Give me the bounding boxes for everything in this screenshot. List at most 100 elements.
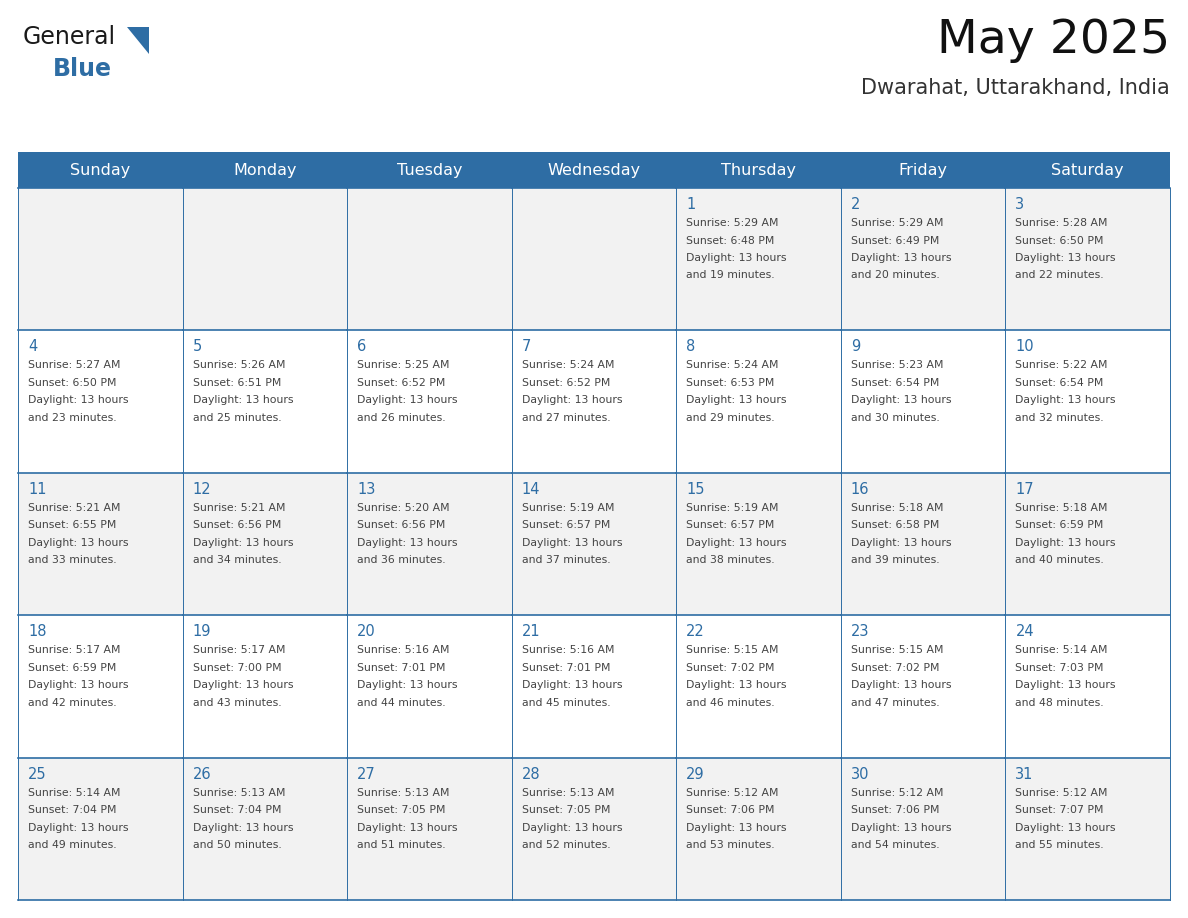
Text: and 27 minutes.: and 27 minutes. [522,413,611,423]
Bar [183,330,347,473]
Text: Sunset: 7:06 PM: Sunset: 7:06 PM [851,805,940,815]
Text: Sunset: 6:59 PM: Sunset: 6:59 PM [29,663,116,673]
Text: Sunset: 6:56 PM: Sunset: 6:56 PM [358,521,446,531]
Bar [512,757,676,900]
Text: and 55 minutes.: and 55 minutes. [1016,840,1104,850]
Text: and 33 minutes.: and 33 minutes. [29,555,116,565]
Text: Sunset: 6:53 PM: Sunset: 6:53 PM [687,378,775,388]
Text: 20: 20 [358,624,375,639]
Text: Sunset: 6:56 PM: Sunset: 6:56 PM [192,521,280,531]
Text: Sunrise: 5:15 AM: Sunrise: 5:15 AM [851,645,943,655]
Text: Sunset: 6:52 PM: Sunset: 6:52 PM [522,378,611,388]
Text: Sunrise: 5:19 AM: Sunrise: 5:19 AM [522,503,614,513]
Text: Sunrise: 5:17 AM: Sunrise: 5:17 AM [29,645,120,655]
Text: 24: 24 [1016,624,1034,639]
Text: and 49 minutes.: and 49 minutes. [29,840,116,850]
Text: Sunrise: 5:20 AM: Sunrise: 5:20 AM [358,503,450,513]
Text: 7: 7 [522,340,531,354]
Text: 25: 25 [29,767,46,781]
Text: Daylight: 13 hours: Daylight: 13 hours [851,253,952,263]
Text: and 45 minutes.: and 45 minutes. [522,698,611,708]
Text: and 32 minutes.: and 32 minutes. [1016,413,1104,423]
Bar [183,615,347,757]
Text: 10: 10 [1016,340,1034,354]
Text: and 23 minutes.: and 23 minutes. [29,413,116,423]
Text: 8: 8 [687,340,695,354]
Text: Daylight: 13 hours: Daylight: 13 hours [358,538,457,548]
Text: and 47 minutes.: and 47 minutes. [851,698,940,708]
Text: Sunrise: 5:27 AM: Sunrise: 5:27 AM [29,361,120,370]
Text: 29: 29 [687,767,704,781]
Text: Sunset: 7:04 PM: Sunset: 7:04 PM [192,805,282,815]
Text: Daylight: 13 hours: Daylight: 13 hours [358,396,457,406]
Text: Daylight: 13 hours: Daylight: 13 hours [1016,680,1116,690]
Text: Daylight: 13 hours: Daylight: 13 hours [522,538,623,548]
Text: Sunset: 6:57 PM: Sunset: 6:57 PM [687,521,775,531]
Text: Daylight: 13 hours: Daylight: 13 hours [522,680,623,690]
Text: 4: 4 [29,340,37,354]
Bar [183,473,347,615]
Text: Daylight: 13 hours: Daylight: 13 hours [29,396,128,406]
Text: Sunset: 7:05 PM: Sunset: 7:05 PM [522,805,611,815]
Text: Blue: Blue [53,57,112,81]
Bar [512,473,676,615]
Polygon shape [127,27,148,54]
Text: and 26 minutes.: and 26 minutes. [358,413,446,423]
Bar [676,473,841,615]
Text: Sunrise: 5:19 AM: Sunrise: 5:19 AM [687,503,779,513]
Text: Sunrise: 5:12 AM: Sunrise: 5:12 AM [851,788,943,798]
Text: Daylight: 13 hours: Daylight: 13 hours [192,396,293,406]
Bar [18,757,183,900]
Text: Sunset: 6:59 PM: Sunset: 6:59 PM [1016,521,1104,531]
Bar [1005,757,1170,900]
Text: 22: 22 [687,624,704,639]
Text: Sunset: 7:01 PM: Sunset: 7:01 PM [522,663,611,673]
Text: Daylight: 13 hours: Daylight: 13 hours [522,396,623,406]
Bar [1005,330,1170,473]
Text: and 37 minutes.: and 37 minutes. [522,555,611,565]
Bar [841,615,1005,757]
Bar [676,330,841,473]
Text: and 34 minutes.: and 34 minutes. [192,555,282,565]
Text: Daylight: 13 hours: Daylight: 13 hours [687,396,786,406]
Text: Sunset: 6:48 PM: Sunset: 6:48 PM [687,236,775,245]
Text: Daylight: 13 hours: Daylight: 13 hours [1016,253,1116,263]
Text: Saturday: Saturday [1051,162,1124,177]
Text: General: General [23,25,116,49]
Text: Daylight: 13 hours: Daylight: 13 hours [1016,823,1116,833]
Text: 21: 21 [522,624,541,639]
Text: 6: 6 [358,340,366,354]
Text: and 30 minutes.: and 30 minutes. [851,413,940,423]
Text: Daylight: 13 hours: Daylight: 13 hours [358,680,457,690]
Text: 17: 17 [1016,482,1034,497]
Text: and 22 minutes.: and 22 minutes. [1016,271,1104,281]
Bar [347,615,512,757]
Text: 28: 28 [522,767,541,781]
Text: Sunrise: 5:12 AM: Sunrise: 5:12 AM [687,788,779,798]
Text: Sunset: 6:52 PM: Sunset: 6:52 PM [358,378,446,388]
Text: Thursday: Thursday [721,162,796,177]
Bar [676,615,841,757]
Text: and 20 minutes.: and 20 minutes. [851,271,940,281]
Bar [841,188,1005,330]
Text: and 42 minutes.: and 42 minutes. [29,698,116,708]
Text: Sunrise: 5:13 AM: Sunrise: 5:13 AM [522,788,614,798]
Text: Sunset: 6:55 PM: Sunset: 6:55 PM [29,521,116,531]
Text: Sunrise: 5:21 AM: Sunrise: 5:21 AM [192,503,285,513]
Text: Sunset: 7:07 PM: Sunset: 7:07 PM [1016,805,1104,815]
Text: 19: 19 [192,624,211,639]
Text: Sunrise: 5:17 AM: Sunrise: 5:17 AM [192,645,285,655]
Text: and 48 minutes.: and 48 minutes. [1016,698,1104,708]
Bar [676,188,841,330]
Text: Sunrise: 5:23 AM: Sunrise: 5:23 AM [851,361,943,370]
Text: Sunset: 7:00 PM: Sunset: 7:00 PM [192,663,282,673]
Text: and 54 minutes.: and 54 minutes. [851,840,940,850]
Text: Sunset: 6:58 PM: Sunset: 6:58 PM [851,521,940,531]
Text: Daylight: 13 hours: Daylight: 13 hours [687,823,786,833]
Bar [1005,473,1170,615]
Bar [676,757,841,900]
Bar [841,330,1005,473]
Text: 16: 16 [851,482,870,497]
Bar [347,188,512,330]
Text: Sunrise: 5:24 AM: Sunrise: 5:24 AM [522,361,614,370]
